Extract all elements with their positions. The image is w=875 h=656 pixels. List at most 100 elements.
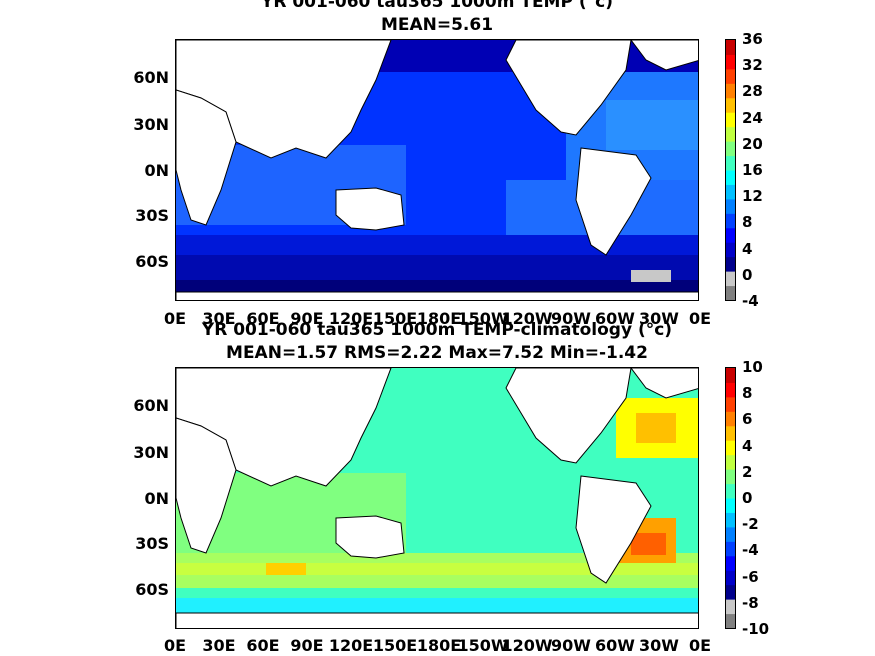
colorbar-tick-label: -10 [742,620,770,638]
colorbar-tick-label: 16 [742,161,763,179]
colorbar-segment [726,198,735,214]
colorbar-segment [726,425,735,441]
panel2-map [175,367,699,629]
colorbar-tick-label: -8 [742,593,759,612]
panel1-lon-label: 120W [501,309,553,328]
colorbar-tick-label: 10 [742,358,763,376]
colorbar-tick-label: 0 [742,489,753,507]
colorbar-segment [726,570,735,586]
panel1-lon-label: 90W [551,309,591,328]
panel2-lon-label: 180E [416,636,462,655]
panel2-colorbar [725,367,736,629]
panel1-lat-60n: 60N [133,68,169,87]
panel2-lon-label: 150W [457,636,509,655]
colorbar-segment [726,469,735,485]
panel2-lon-label: 120W [501,636,553,655]
colorbar-segment [726,555,735,571]
panel1-lon-label: 150W [457,309,509,328]
panel1-lat-30s: 30S [135,206,169,225]
panel2-lat-30n: 30N [133,443,169,462]
colorbar-segment [726,126,735,142]
colorbar-tick-label: 12 [742,187,763,206]
colorbar-segment [726,40,735,55]
panel1-lon-label: 150E [372,309,418,328]
panel2-lon-label: 120E [328,636,374,655]
panel2-lon-label: 60E [246,636,280,655]
colorbar-segment [726,368,735,383]
panel1-lon-label: 30W [639,309,679,328]
colorbar-segment [726,613,735,629]
colorbar-tick-label: 0 [742,265,753,284]
panel2-title: YR 001-060 tau365 1000m TEMP-climatology… [201,320,673,340]
colorbar-segment [726,242,735,258]
colorbar-segment [726,83,735,99]
colorbar-tick-label: 28 [742,82,763,101]
panel2-lat-30s: 30S [135,534,169,553]
colorbar-segment [726,411,735,427]
panel1-lon-label: 60W [595,309,635,328]
colorbar-tick-label: 36 [742,30,763,48]
colorbar-tick-label: -4 [742,541,759,560]
colorbar-tick-label: 4 [742,239,753,258]
colorbar-segment [726,54,735,70]
colorbar-segment [726,227,735,243]
panel2-lon-label: 90W [551,636,591,655]
panel1-lat-0n: 0N [144,161,169,180]
panel2-stats: MEAN=1.57 RMS=2.22 Max=7.52 Min=-1.42 [226,343,648,363]
colorbar-segment [726,271,735,287]
panel1-stats: MEAN=5.61 [380,15,494,35]
panel1-colorbar [725,39,736,301]
panel2-lon-label: 90E [290,636,324,655]
colorbar-segment [726,498,735,513]
colorbar-segment [726,285,735,301]
colorbar-tick-label: 8 [742,213,753,232]
panel1-lon-label: 90E [290,309,324,328]
colorbar-segment [726,512,735,528]
colorbar-segment [726,483,735,499]
colorbar-tick-label: 4 [742,436,753,455]
panel2-lat-60n: 60N [133,396,169,415]
panel2-lat-60s: 60S [135,580,169,599]
panel1-lat-60s: 60S [135,252,169,271]
panel2-lon-label: 30E [202,636,236,655]
panel1-map [175,39,699,301]
panel2-lon-label: 0E [163,636,187,655]
panel2-lon-label: 150E [372,636,418,655]
panel1-title: YR 001-060 tau365 1000m TEMP (°c) [261,0,613,12]
colorbar-segment [726,155,735,171]
colorbar-tick-label: 6 [742,410,753,429]
panel1-lon-label: 0E [163,309,187,328]
colorbar-tick-label: -2 [742,515,759,534]
panel1-lat-30n: 30N [133,115,169,134]
colorbar-segment [726,170,735,185]
panel2-lat-0n: 0N [144,489,169,508]
panel1-lon-label: 0E [688,309,712,328]
colorbar-segment [726,112,735,128]
panel1-lon-label: 120E [328,309,374,328]
colorbar-tick-label: -4 [742,292,759,310]
colorbar-segment [726,382,735,398]
colorbar-tick-label: 2 [742,462,753,481]
panel2-lon-label: 0E [688,636,712,655]
colorbar-tick-label: -6 [742,567,759,586]
colorbar-segment [726,256,735,272]
colorbar-segment [726,184,735,200]
colorbar-segment [726,396,735,412]
colorbar-segment [726,68,735,84]
panel1-lon-label: 30E [202,309,236,328]
colorbar-segment [726,440,735,456]
colorbar-segment [726,584,735,600]
panel2-lon-label: 30W [639,636,679,655]
panel1-lon-label: 60E [246,309,280,328]
panel2-lon-label: 60W [595,636,635,655]
colorbar-tick-label: 8 [742,384,753,403]
colorbar-segment [726,599,735,615]
colorbar-segment [726,213,735,229]
colorbar-tick-label: 24 [742,108,763,127]
panel2-lon-axis: 0E 30E 60E 90E 120E 150E 180E 150W 120W … [160,636,720,656]
colorbar-segment [726,541,735,557]
colorbar-segment [726,97,735,113]
colorbar-segment [726,141,735,157]
colorbar-segment [726,526,735,542]
